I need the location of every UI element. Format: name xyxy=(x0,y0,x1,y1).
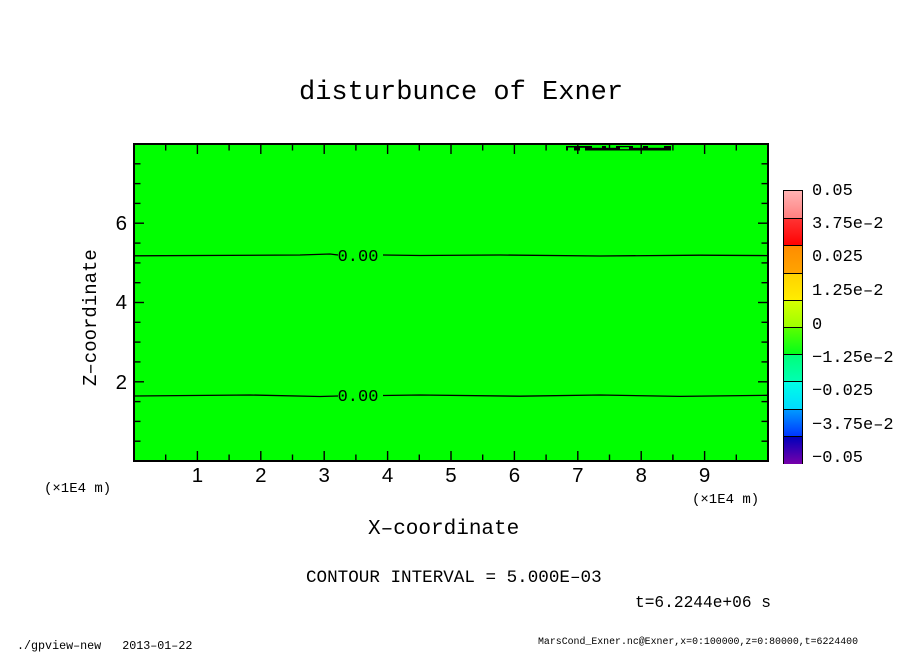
svg-text:4: 4 xyxy=(116,291,127,314)
svg-text:0.00: 0.00 xyxy=(338,248,379,267)
svg-text:8: 8 xyxy=(635,464,646,487)
svg-text:6: 6 xyxy=(116,212,127,235)
svg-text:2: 2 xyxy=(255,464,266,487)
svg-text:3: 3 xyxy=(318,464,329,487)
svg-text:5: 5 xyxy=(445,464,456,487)
svg-text:4: 4 xyxy=(382,464,393,487)
svg-text:1: 1 xyxy=(192,464,203,487)
svg-text:2: 2 xyxy=(116,371,127,394)
svg-text:9: 9 xyxy=(699,464,710,487)
svg-text:7: 7 xyxy=(572,464,583,487)
svg-text:6: 6 xyxy=(509,464,520,487)
svg-text:0.00: 0.00 xyxy=(338,388,379,407)
